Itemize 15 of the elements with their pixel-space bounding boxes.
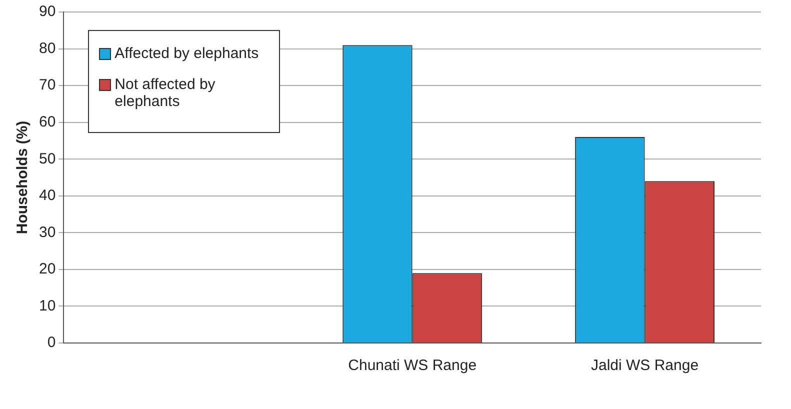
- y-tick-label: 30: [38, 224, 56, 241]
- y-tick-label: 70: [38, 76, 56, 94]
- y-axis-title: Households (%): [14, 120, 32, 234]
- y-tick-label: 0: [47, 334, 56, 352]
- x-tick-label: Chunati WS Range: [348, 357, 477, 374]
- y-tick-label: 60: [38, 113, 56, 130]
- x-tick-label: Jaldi WS Range: [591, 357, 699, 374]
- y-tick-label: 80: [38, 40, 56, 57]
- y-tick-label: 50: [38, 150, 56, 168]
- y-tick-label: 90: [38, 3, 56, 20]
- y-tick-label: 20: [38, 260, 56, 278]
- y-tick-label: 40: [38, 187, 56, 204]
- legend-label: Affected by elephants: [114, 45, 259, 62]
- y-tick-label: 10: [38, 297, 56, 314]
- legend-label: Not affected by elephants: [114, 76, 216, 110]
